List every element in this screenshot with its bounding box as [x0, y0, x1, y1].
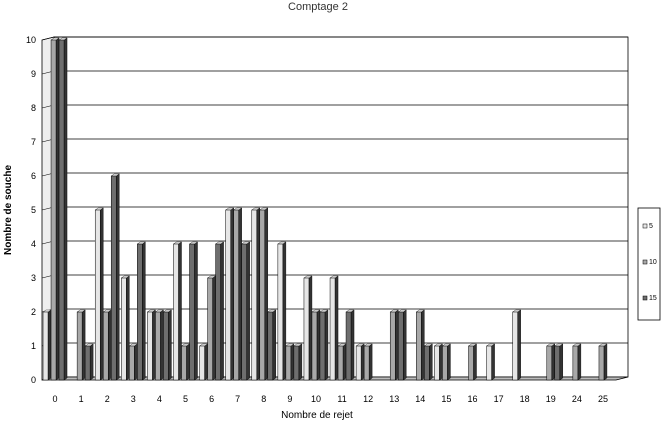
legend-label: 10 [649, 259, 657, 266]
x-tick-label: 5 [183, 394, 188, 404]
x-tick-label: 24 [572, 394, 582, 404]
bar [441, 343, 452, 381]
bar [154, 309, 165, 381]
bar [198, 343, 209, 381]
bar [206, 275, 217, 381]
bar [233, 207, 243, 381]
x-tick-label: 14 [415, 394, 425, 404]
legend: 5 10 15 [637, 207, 661, 321]
bar [355, 343, 365, 381]
bar [136, 241, 146, 381]
y-tick-label: 7 [31, 137, 36, 147]
x-tick-label: 7 [235, 394, 240, 404]
bar [180, 343, 191, 381]
y-axis-ticks: 0 1 2 3 4 5 6 7 8 9 10 [26, 35, 36, 385]
bar [598, 343, 608, 381]
bar [467, 343, 478, 381]
bar [423, 343, 433, 381]
bar [512, 309, 522, 381]
x-tick-label: 3 [131, 394, 136, 404]
x-tick-label: 16 [467, 394, 477, 404]
x-tick-label: 11 [337, 394, 346, 404]
bar [42, 309, 52, 381]
y-tick-label: 10 [26, 35, 36, 45]
bar [415, 309, 425, 381]
bar [345, 309, 355, 381]
bar [128, 343, 138, 381]
y-axis-label: Nombre de souche [3, 165, 14, 255]
bar [329, 275, 339, 381]
x-tick-label: 1 [79, 394, 84, 404]
y-tick-label: 1 [31, 341, 36, 351]
bar [397, 309, 407, 381]
bar [277, 241, 287, 381]
y-tick-label: 3 [31, 273, 36, 283]
legend-label: 5 [649, 223, 653, 230]
y-tick-label: 9 [31, 69, 36, 79]
x-tick-label: 15 [441, 394, 451, 404]
x-tick-label: 0 [53, 394, 58, 404]
y-tick-label: 5 [31, 205, 36, 215]
bar [251, 207, 261, 381]
bar [94, 207, 104, 381]
chart-title: Comptage 2 [288, 1, 348, 13]
bar [162, 309, 173, 381]
bar [225, 207, 235, 381]
x-tick-label: 4 [157, 394, 162, 404]
bar [259, 207, 269, 381]
bar [50, 37, 60, 381]
bar [214, 241, 225, 381]
y-tick-label: 0 [31, 375, 36, 385]
bar [120, 275, 130, 381]
x-axis-ticks: 0 1 2 3 4 5 6 7 8 9 10 11 12 13 14 15 16 17 18 19 24 25 [53, 394, 608, 404]
bar [572, 343, 582, 381]
gridline-side [41, 36, 55, 41]
x-tick-label: 19 [546, 394, 556, 404]
bar [293, 343, 303, 381]
x-tick-label: 12 [363, 394, 373, 404]
bar [285, 343, 295, 381]
x-tick-label: 6 [209, 394, 214, 404]
x-tick-label: 13 [389, 394, 399, 404]
x-axis-label: Nombre de rejet [281, 410, 353, 421]
x-tick-label: 10 [311, 394, 321, 404]
x-tick-label: 2 [105, 394, 110, 404]
x-tick-label: 25 [598, 394, 608, 404]
y-tick-label: 6 [31, 171, 36, 181]
x-tick-label: 8 [261, 394, 266, 404]
bars [42, 37, 608, 381]
bar [433, 343, 444, 381]
y-tick-label: 2 [31, 307, 36, 317]
legend-swatch [642, 259, 648, 265]
legend-box [637, 207, 661, 321]
bar [84, 343, 94, 381]
x-tick-label: 18 [520, 394, 530, 404]
y-tick-label: 8 [31, 103, 36, 113]
bar [485, 343, 496, 381]
y-tick-label: 4 [31, 239, 36, 249]
bar [102, 309, 112, 381]
bar [546, 343, 556, 381]
bar [110, 173, 120, 381]
legend-label: 15 [649, 295, 657, 302]
bar [267, 309, 277, 381]
bar [389, 309, 399, 381]
bar [188, 241, 199, 381]
x-tick-label: 17 [494, 394, 504, 404]
bar [303, 275, 313, 381]
bar [76, 309, 86, 381]
legend-swatch [642, 223, 648, 229]
bar [319, 309, 329, 381]
bar [58, 37, 68, 381]
bar [311, 309, 321, 381]
bar [241, 241, 251, 381]
x-tick-label: 9 [287, 394, 292, 404]
bar [172, 241, 183, 381]
bar [554, 343, 564, 381]
bar [146, 309, 157, 381]
bar [337, 343, 347, 381]
bar [363, 343, 373, 381]
legend-swatch [642, 295, 648, 301]
